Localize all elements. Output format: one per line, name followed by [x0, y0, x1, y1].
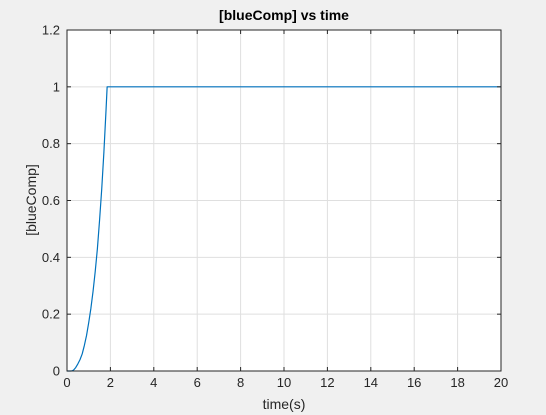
x-tick-label: 14 — [364, 375, 378, 390]
series-layer — [67, 86, 501, 372]
y-tick-label: 0 — [53, 364, 60, 379]
chart-title: [blueComp] vs time — [219, 7, 349, 23]
x-tick-label: 8 — [237, 375, 244, 390]
x-tick-label: 6 — [194, 375, 201, 390]
y-tick-label: 1 — [53, 79, 60, 94]
x-tick-label: 16 — [407, 375, 421, 390]
x-axis-label: time(s) — [263, 396, 306, 412]
x-tick-label: 2 — [107, 375, 114, 390]
y-tick-label: 0.6 — [42, 193, 60, 208]
x-axis-ticks: 0 2 4 6 8 10 12 14 16 18 20 — [63, 30, 508, 390]
x-tick-label: 4 — [150, 375, 157, 390]
y-tick-label: 0.4 — [42, 250, 60, 265]
x-tick-label: 18 — [450, 375, 464, 390]
series-line-0 — [67, 86, 501, 372]
x-tick-label: 0 — [63, 375, 70, 390]
y-tick-label: 0.8 — [42, 136, 60, 151]
y-tick-label: 1.2 — [42, 23, 60, 38]
x-tick-label: 12 — [320, 375, 334, 390]
x-tick-label: 10 — [277, 375, 291, 390]
y-axis-label: [blueComp] — [23, 164, 39, 236]
y-tick-label: 0.2 — [42, 307, 60, 322]
y-axis-ticks: 0 0.2 0.4 0.6 0.8 1 1.2 — [42, 23, 501, 379]
x-tick-label: 20 — [494, 375, 508, 390]
